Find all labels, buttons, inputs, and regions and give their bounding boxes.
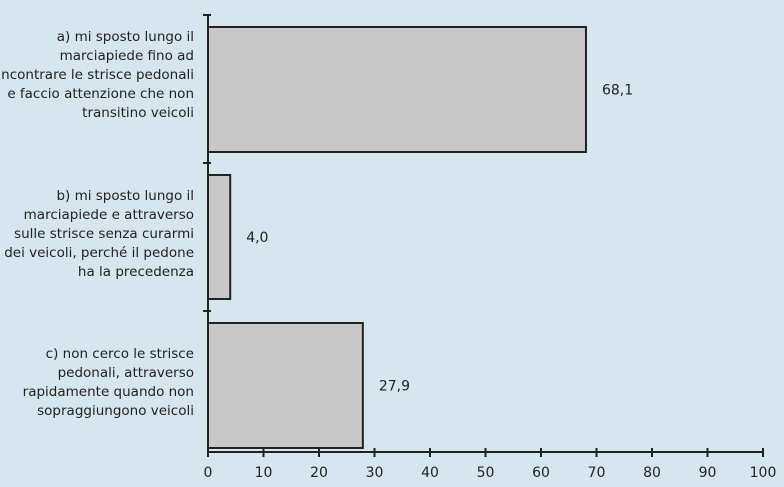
x-tick-label-90: 90 [699, 465, 717, 481]
data-label-a: 68,1 [602, 83, 633, 99]
data-label-c: 27,9 [379, 379, 410, 395]
x-tick-label-50: 50 [477, 465, 495, 481]
category-label-a: a) mi sposto lungo il marciapiede fino a… [0, 29, 194, 121]
x-tick-label-100: 100 [750, 465, 777, 481]
category-label-b: b) mi sposto lungo il marciapiede e attr… [4, 188, 194, 280]
x-tick-label-40: 40 [421, 465, 439, 481]
x-tick-label-10: 10 [255, 465, 273, 481]
x-tick-label-70: 70 [588, 465, 606, 481]
x-tick-label-60: 60 [532, 465, 550, 481]
x-tick-label-30: 30 [366, 465, 384, 481]
bar-c [207, 322, 364, 449]
x-tick-label-0: 0 [204, 465, 213, 481]
category-label-c: c) non cerco le strisce pedonali, attrav… [22, 346, 194, 419]
bar-a [207, 26, 587, 153]
x-tick-label-20: 20 [310, 465, 328, 481]
data-label-b: 4,0 [246, 230, 268, 246]
bar-b [207, 174, 232, 300]
x-tick-label-80: 80 [643, 465, 661, 481]
